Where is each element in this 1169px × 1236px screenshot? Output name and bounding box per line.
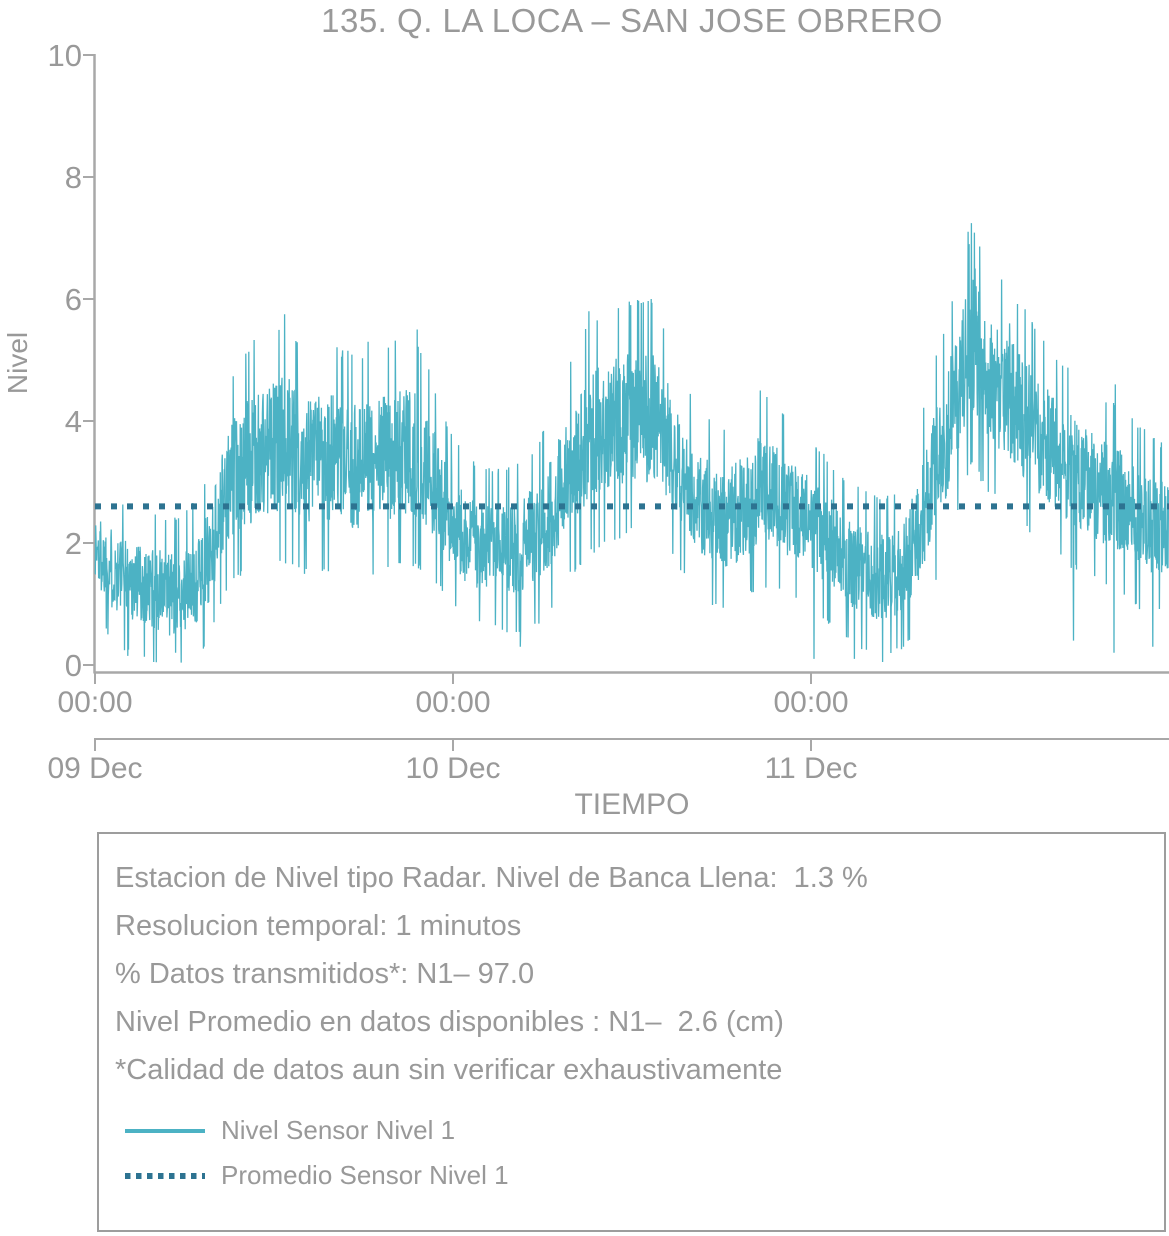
- x-tick-time-label: 00:00: [773, 686, 849, 719]
- axes: [83, 54, 1169, 751]
- dotted-line-swatch: [125, 1172, 205, 1179]
- stats-line-banca-llena: Estacion de Nivel tipo Radar. Nivel de B…: [115, 862, 868, 894]
- stats-line-nivel-promedio: Nivel Promedio en datos disponibles : N1…: [115, 1006, 784, 1038]
- stats-line-resolucion: Resolucion temporal: 1 minutos: [115, 910, 522, 942]
- y-tick-label: 2: [64, 526, 82, 561]
- chart-title: 135. Q. LA LOCA – SAN JOSE OBRERO: [321, 2, 943, 39]
- solid-line-swatch: [125, 1128, 205, 1133]
- x-tick-date-label: 10 Dec: [405, 752, 501, 785]
- legend-label-promedio: Promedio Sensor Nivel 1: [221, 1160, 509, 1190]
- y-tick-label: 0: [64, 648, 82, 683]
- x-tick-time-label: 00:00: [57, 686, 133, 719]
- legend-row-sensor: Nivel Sensor Nivel 1: [115, 1108, 1164, 1153]
- y-tick-label: 6: [64, 282, 82, 317]
- level-chart-plot: [83, 54, 1169, 751]
- x-tick-date-label: 11 Dec: [764, 752, 858, 785]
- stats-box: Estacion de Nivel tipo Radar. Nivel de B…: [97, 832, 1166, 1232]
- legend-label-sensor: Nivel Sensor Nivel 1: [221, 1115, 456, 1145]
- legend: Nivel Sensor Nivel 1 Promedio Sensor Niv…: [115, 1108, 1164, 1198]
- stats-line-datos-transmitidos: % Datos transmitidos*: N1– 97.0: [115, 958, 535, 990]
- tick-marks: [83, 54, 812, 751]
- y-tick-label: 8: [64, 160, 82, 195]
- series-line-nivel-sensor: [94, 223, 1169, 663]
- stats-line-calidad: *Calidad de datos aun sin verificar exha…: [115, 1054, 783, 1086]
- y-tick-label: 10: [47, 38, 82, 73]
- y-tick-label: 4: [64, 404, 82, 439]
- x-tick-date-label: 09 Dec: [47, 752, 143, 785]
- x-tick-time-label: 00:00: [415, 686, 491, 719]
- x-axis-title: TIEMPO: [574, 788, 690, 821]
- legend-row-promedio: Promedio Sensor Nivel 1: [115, 1153, 1164, 1198]
